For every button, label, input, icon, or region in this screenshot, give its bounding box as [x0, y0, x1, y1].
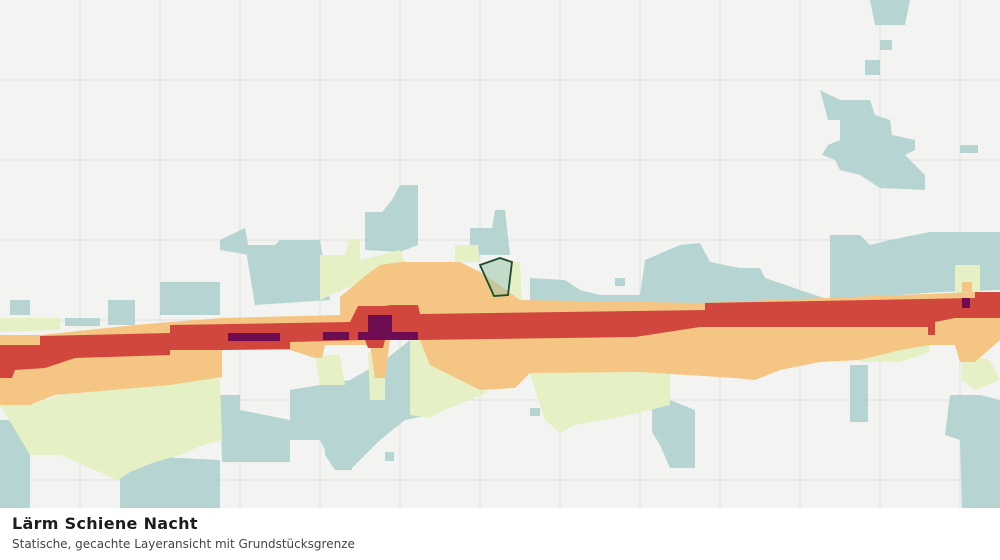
layer-title: Lärm Schiene Nacht — [12, 514, 198, 533]
noise-layer-extreme — [228, 298, 970, 341]
layer-subtitle: Statische, gecachte Layeransicht mit Gru… — [12, 537, 355, 551]
layer-caption: Lärm Schiene Nacht Statische, gecachte L… — [0, 508, 1000, 560]
parcel-boundary[interactable] — [478, 257, 513, 297]
noise-layer-low — [0, 0, 1000, 510]
noise-layer-very-high — [0, 292, 1000, 378]
